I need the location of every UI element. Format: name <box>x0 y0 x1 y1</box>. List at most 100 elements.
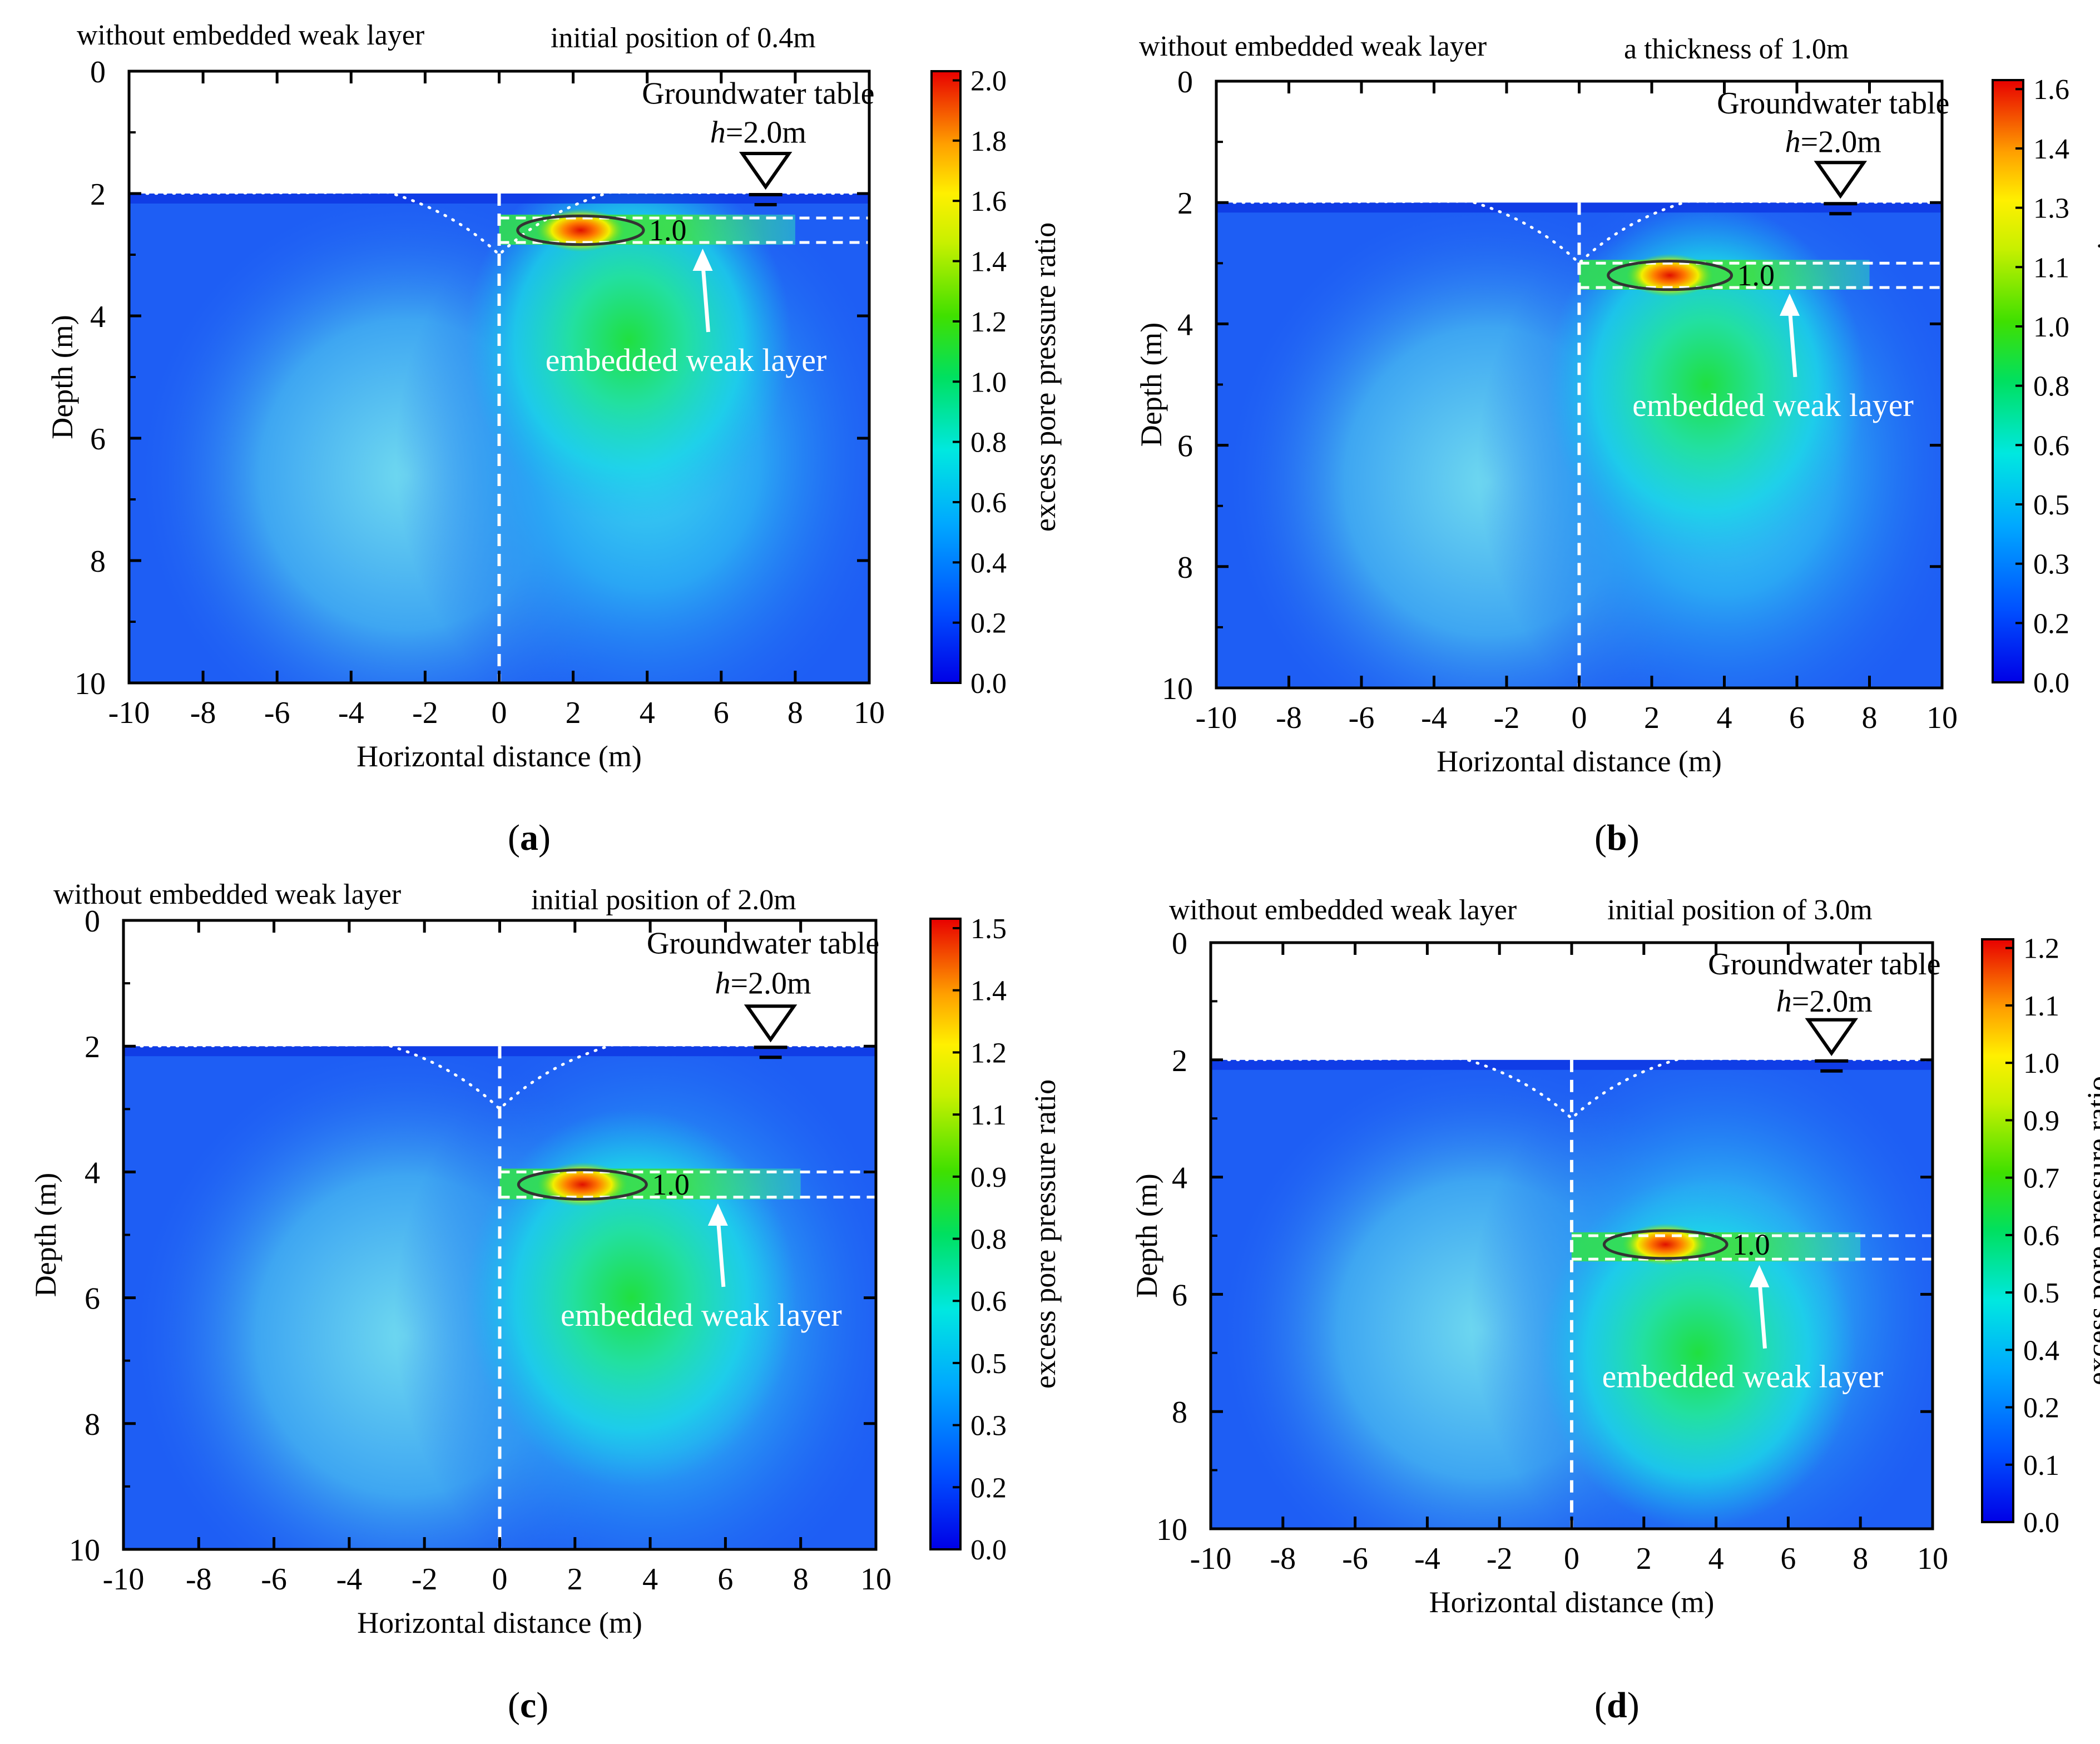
colorbar-tick-label: 2.0 <box>970 66 1007 97</box>
weak-layer-arrow <box>701 261 711 333</box>
y-tick-label: 10 <box>69 1533 100 1568</box>
left-note: without embedded weak layer <box>1139 31 1487 62</box>
h-value: =2.0m <box>1801 125 1881 160</box>
x-tick-label: 10 <box>1917 1542 1948 1576</box>
colorbar-tick-label: 0.2 <box>2033 608 2069 640</box>
colorbar-tick-label: 0.6 <box>2033 430 2069 462</box>
colorbar-tick-label: 0.0 <box>2033 667 2069 699</box>
y-axis-label: Depth (m) <box>46 315 79 439</box>
x-tick-label: 2 <box>566 696 581 730</box>
groundwater-label: Groundwater table <box>647 926 879 961</box>
groundwater-depth-label: h=2.0m <box>715 966 811 1000</box>
colorbar-tick-label: 0.8 <box>2033 371 2069 403</box>
sky-area <box>1211 943 1933 1060</box>
contour-label: 1.0 <box>1737 259 1775 292</box>
colorbar-tick-label: 1.1 <box>2033 252 2069 284</box>
x-tick-label: -8 <box>1270 1542 1296 1576</box>
colorbar <box>929 918 962 1550</box>
water-table-triangle-icon <box>1805 1018 1859 1057</box>
contour-label: 1.0 <box>649 214 687 247</box>
h-value: =2.0m <box>1792 984 1873 1019</box>
x-tick-label: -8 <box>186 1562 212 1597</box>
peak-hotspot <box>1626 254 1713 297</box>
colorbar-tick-label: 1.6 <box>970 186 1007 217</box>
x-axis-label: Horizontal distance (m) <box>357 1606 642 1639</box>
x-tick-label: -10 <box>103 1562 145 1597</box>
y-tick-label: 2 <box>1172 1044 1187 1078</box>
x-tick-label: -8 <box>190 696 216 730</box>
y-tick-label: 0 <box>1172 926 1187 961</box>
panel-label-part: ) <box>1627 1685 1640 1726</box>
colorbar-label: excess pore pressure ratio <box>1028 222 1062 532</box>
x-tick-label: 8 <box>788 696 803 730</box>
peak-hotspot <box>1622 1223 1709 1266</box>
colorbar-tick-label: 1.2 <box>2023 933 2059 965</box>
x-tick-label: -6 <box>264 696 290 730</box>
x-tick-label: 4 <box>640 696 655 730</box>
colorbar-tick-label: 1.5 <box>970 913 1007 945</box>
x-tick-label: 0 <box>1572 701 1587 735</box>
panel-title: a thickness of 1.0m <box>1624 33 1849 65</box>
panel-label-part: ( <box>1594 818 1607 858</box>
x-tick-label: -10 <box>108 696 150 730</box>
panel-label: (d) <box>1594 1685 1640 1726</box>
field-blob-green <box>465 1109 797 1487</box>
trench-outline <box>127 191 871 257</box>
panel-label-part: ( <box>1594 1685 1607 1726</box>
groundwater-label: Groundwater table <box>1717 86 1949 121</box>
colorbar-tick-label: 0.6 <box>970 487 1007 519</box>
x-tick-label: 2 <box>567 1562 583 1597</box>
groundwater-depth-label: h=2.0m <box>1785 125 1881 160</box>
left-note: without embedded weak layer <box>1169 894 1517 926</box>
panel-title: initial position of 0.4m <box>551 22 816 54</box>
groundwater-depth-label: h=2.0m <box>710 116 806 150</box>
colorbar-tick-label: 0.9 <box>970 1162 1007 1193</box>
y-axis-label: Depth (m) <box>1130 1173 1163 1297</box>
colorbar-tick-label: 1.2 <box>970 306 1007 338</box>
x-tick-label: -4 <box>336 1562 363 1597</box>
colorbar-tick-label: 0.5 <box>2033 489 2069 521</box>
x-tick-label: 2 <box>1636 1542 1652 1576</box>
y-axis-label: Depth (m) <box>29 1173 62 1297</box>
colorbar-tick-label: 1.0 <box>2023 1048 2059 1079</box>
x-tick-label: 0 <box>1564 1542 1579 1576</box>
field-blob-green <box>1546 202 1866 567</box>
h-symbol: h <box>1785 125 1801 160</box>
groundwater-depth-label: h=2.0m <box>1776 984 1873 1019</box>
x-tick-label: -8 <box>1276 701 1302 735</box>
colorbar-tick-label: 1.1 <box>970 1099 1007 1131</box>
x-tick-label: 2 <box>1644 701 1660 735</box>
colorbar-tick-label: 0.5 <box>2023 1277 2059 1309</box>
x-tick-label: -4 <box>338 696 364 730</box>
x-tick-label: 6 <box>1780 1542 1796 1576</box>
colorbar-tick-label: 1.4 <box>970 975 1007 1007</box>
colorbar-tick-label: 0.9 <box>2023 1105 2059 1137</box>
x-tick-label: -4 <box>1421 701 1447 735</box>
colorbar-tick-label: 0.2 <box>970 608 1007 640</box>
colorbar-tick-label: 0.0 <box>970 1534 1007 1566</box>
panel-label: (a) <box>508 818 551 858</box>
colorbar-tick-label: 0.8 <box>970 1224 1007 1256</box>
colorbar-label: excess pore pressure ratio <box>2081 1076 2100 1385</box>
panel-b: 1.0 -10 -8 -6 -4 -2 0 2 4 6 8 10 0 2 4 6 8 10 Horizontal d… <box>1135 31 2100 858</box>
contour-line <box>517 1168 648 1201</box>
panel-title: initial position of 3.0m <box>1607 894 1873 926</box>
x-axis-label: Horizontal distance (m) <box>356 740 642 773</box>
y-axis-label: Depth (m) <box>1135 323 1168 447</box>
y-tick-label: 4 <box>1172 1161 1187 1196</box>
colorbar-tick-label: 1.6 <box>2033 74 2069 106</box>
colorbar-tick-label: 1.0 <box>970 366 1007 398</box>
panel-a: 1.0 -10 -8 -6 -4 -2 0 2 4 6 8 10 0 2 4 6 8 10 Horizontal d… <box>46 19 1062 858</box>
colorbar-tick-label: 0.3 <box>970 1410 1007 1442</box>
x-axis-label: Horizontal distance (m) <box>1429 1586 1715 1619</box>
x-tick-label: 4 <box>1717 701 1732 735</box>
y-tick-label: 4 <box>85 1156 100 1190</box>
x-tick-label: 8 <box>1862 701 1878 735</box>
colorbar-tick-label: 1.8 <box>970 126 1007 157</box>
groundwater-label: Groundwater table <box>1708 947 1940 982</box>
y-tick-label: 2 <box>1177 186 1193 221</box>
colorbar-tick-label: 0.6 <box>2023 1220 2059 1252</box>
y-tick-label: 10 <box>75 667 106 701</box>
x-tick-label: 0 <box>492 1562 508 1597</box>
